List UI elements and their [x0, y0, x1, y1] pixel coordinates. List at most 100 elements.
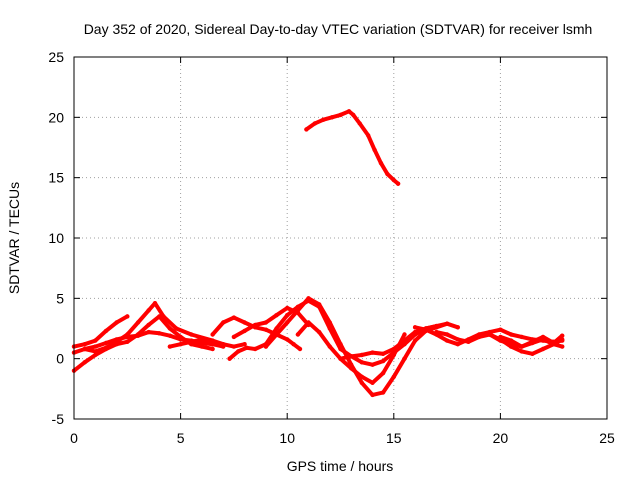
data-point: [380, 351, 386, 356]
data-point: [317, 329, 322, 335]
data-point: [174, 326, 179, 331]
data-point: [114, 337, 119, 342]
data-point: [329, 115, 335, 120]
data-point: [199, 340, 205, 346]
plot-area-border: [73, 56, 608, 420]
data-point: [236, 349, 241, 354]
data-point: [82, 342, 87, 347]
data-point: [366, 133, 371, 138]
data-point: [242, 342, 247, 347]
data-point: [103, 328, 109, 334]
data-point: [519, 334, 524, 340]
data-point: [297, 346, 303, 352]
data-point: [306, 296, 311, 301]
data-point: [349, 354, 354, 359]
data-point: [189, 332, 194, 337]
x-tick-label: 20: [493, 430, 509, 446]
data-point: [93, 344, 98, 349]
data-point: [530, 351, 535, 356]
y-tick-label: -5: [52, 411, 65, 427]
data-point: [423, 327, 428, 332]
x-tick-label: 25: [599, 430, 615, 446]
data-point: [274, 332, 279, 337]
data-point: [304, 127, 309, 132]
y-tick-label: 0: [56, 351, 64, 367]
data-point: [103, 340, 109, 346]
data-point: [434, 323, 439, 329]
data-point: [508, 332, 514, 337]
y-tick-label: 15: [48, 170, 64, 186]
data-point: [167, 326, 173, 331]
data-point: [306, 320, 311, 325]
data-point: [146, 308, 151, 313]
data-point: [391, 177, 396, 183]
data-point: [498, 334, 503, 340]
data-point: [231, 344, 237, 349]
data-point: [338, 112, 343, 118]
data-point: [455, 325, 460, 330]
data-point: [346, 109, 352, 114]
data-point: [412, 329, 418, 335]
data-point: [402, 338, 407, 343]
data-point: [444, 321, 450, 326]
data-point: [125, 314, 130, 319]
data-point: [135, 320, 141, 325]
data-point: [285, 337, 290, 342]
data-point: [357, 121, 362, 126]
data-point: [125, 334, 130, 340]
data-point: [167, 344, 173, 349]
data-point: [93, 352, 98, 358]
y-tick-label: 25: [48, 49, 64, 65]
data-point: [391, 374, 396, 379]
data-point: [498, 327, 503, 332]
data-point: [338, 342, 343, 347]
data-point: [378, 161, 384, 166]
data-point: [82, 346, 87, 352]
data-point: [380, 370, 386, 376]
data-point: [221, 342, 226, 347]
data-point: [519, 349, 524, 354]
data-point: [152, 301, 158, 306]
data-point: [242, 328, 247, 334]
chart-title: Day 352 of 2020, Sidereal Day-to-day VTE…: [84, 21, 593, 37]
data-point: [285, 313, 290, 318]
data-point: [125, 339, 130, 344]
data-point: [359, 374, 364, 379]
data-point: [444, 338, 450, 343]
x-axis-label: GPS time / hours: [287, 458, 394, 474]
data-point: [338, 356, 343, 361]
data-point: [263, 327, 269, 332]
data-point: [274, 313, 279, 318]
data-point: [560, 344, 565, 349]
data-point: [231, 315, 237, 320]
data-point: [444, 332, 450, 337]
series-line-arc-f: [210, 315, 302, 351]
data-point: [82, 360, 87, 365]
data-point: [487, 332, 492, 337]
data-point: [530, 339, 535, 344]
data-point: [385, 171, 390, 177]
y-tick-label: 5: [56, 290, 64, 306]
data-point: [114, 320, 119, 325]
data-point: [157, 331, 162, 336]
x-tick-label: 0: [70, 430, 78, 446]
data-point: [540, 346, 546, 352]
data-point: [93, 338, 98, 343]
data-point: [189, 339, 194, 344]
data-point: [370, 380, 375, 385]
data-point: [295, 308, 301, 313]
data-point: [146, 329, 151, 335]
data-point: [391, 352, 396, 358]
data-point: [434, 329, 439, 335]
data-point: [210, 346, 215, 352]
data-point: [93, 349, 98, 354]
data-point: [227, 356, 232, 361]
data-point: [244, 345, 249, 350]
data-point: [327, 320, 332, 325]
data-point: [231, 334, 237, 340]
data-point: [508, 338, 514, 343]
data-point: [210, 332, 215, 337]
data-point: [210, 339, 215, 344]
data-point: [359, 352, 364, 358]
data-point: [349, 366, 354, 371]
